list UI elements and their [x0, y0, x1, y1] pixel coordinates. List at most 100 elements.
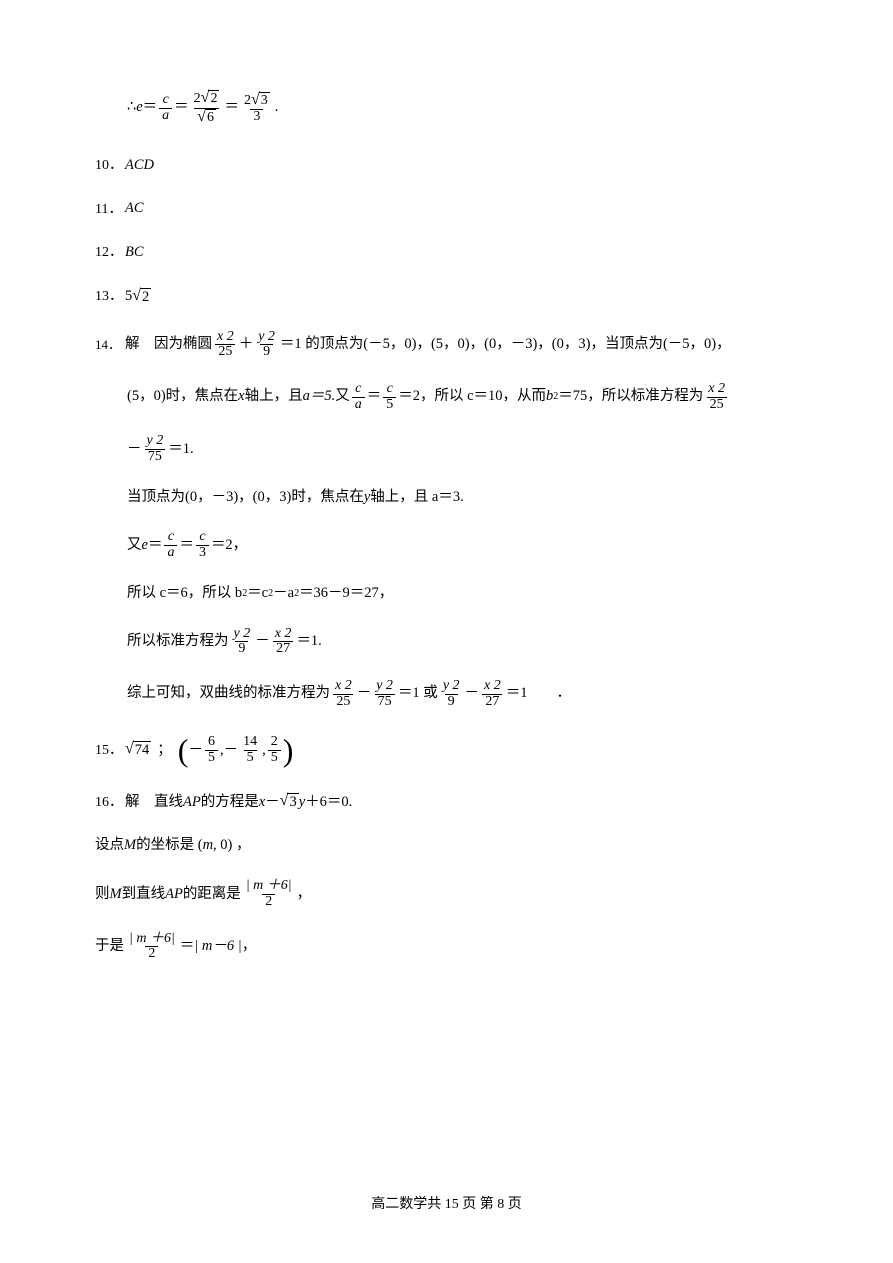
M: M	[110, 884, 122, 906]
sep: ；	[157, 740, 172, 762]
text: 设点	[95, 835, 124, 857]
frac-y2-9-c: y 2 9	[440, 679, 463, 709]
eq: ＝	[224, 97, 239, 119]
frac-x2-25-b: x 2 25	[705, 382, 728, 412]
frac-c-5: c 5	[383, 382, 396, 412]
frac-14-5: 14 5	[240, 735, 260, 765]
qnum-11: 11．	[95, 199, 125, 220]
text: 解 直线	[125, 792, 183, 814]
item-16-line4: 于是 | m ＋6| 2 ＝ | m－6 | ，	[95, 932, 798, 962]
text: ＝1 的顶点为(－5，0)，(5，0)，(0，－3)，(0，3)，当顶点为(－5…	[280, 334, 731, 356]
item-11: 11． AC	[95, 198, 798, 220]
minus: －	[465, 683, 480, 705]
right-paren-icon: )	[283, 738, 294, 764]
text: ＋6＝0.	[305, 792, 352, 814]
period: .	[275, 97, 279, 119]
text: 当顶点为(0，－3)，(0，3)时，焦点在	[127, 487, 364, 509]
text: ＝2，	[211, 535, 247, 557]
comma: ，	[297, 884, 312, 906]
five: 5	[125, 286, 132, 308]
item-14-line5: 又 e ＝ c a ＝ c 3 ＝2，	[95, 530, 798, 560]
item-10: 10． ACD	[95, 155, 798, 177]
item-9-line: ∴ e ＝ c a ＝ 2√2 √6 ＝ 2√3 3 .	[95, 90, 798, 127]
sqrt3-icon: √3	[280, 793, 299, 811]
frac-x2-27-b: x 2 27	[481, 679, 504, 709]
M: M	[124, 835, 136, 857]
qnum-13: 13．	[95, 286, 125, 307]
text: 所以 c＝6，所以 b	[127, 583, 242, 605]
eq: ＝	[367, 386, 382, 408]
frac-c-a: c a	[159, 93, 172, 123]
eq1: ＝1.	[168, 439, 193, 461]
qnum-16: 16．	[95, 792, 125, 813]
page-footer: 高二数学共 15 页 第 8 页	[0, 1193, 893, 1213]
frac-y2-75-b: y 2 75	[373, 679, 396, 709]
minus: －	[265, 792, 280, 814]
text: 的方程是	[201, 792, 259, 814]
text: 又	[127, 535, 142, 557]
m: m	[203, 835, 213, 857]
qnum-10: 10．	[95, 155, 125, 176]
frac-6-5: 6 5	[205, 735, 218, 765]
text: ＝2，所以 c＝10，从而	[398, 386, 546, 408]
eq1: ＝1.	[296, 631, 321, 653]
item-15: 15． √74 ； ( － 6 5 , － 14 5 , 2 5 )	[95, 735, 798, 765]
text: 解 因为椭圆	[125, 334, 212, 356]
frac-x2-25: x 2 25	[214, 330, 237, 360]
text: 轴上，且 a＝3.	[370, 487, 463, 509]
text: 则	[95, 884, 110, 906]
or: ＝1 或	[398, 683, 438, 705]
text: 轴上，且	[245, 386, 303, 408]
frac-2-5: 2 5	[268, 735, 281, 765]
text: 的距离是	[183, 884, 241, 906]
page: ∴ e ＝ c a ＝ 2√2 √6 ＝ 2√3 3 . 10． ACD	[0, 0, 893, 1263]
item-14-line6: 所以 c＝6，所以 b2 ＝c2 －a2 ＝36－9＝27，	[95, 583, 798, 605]
text: 又	[335, 386, 350, 408]
frac-2sqrt2-sqrt6: 2√2 √6	[191, 90, 223, 127]
frac-abs-m6-2: | m ＋6| 2	[243, 879, 295, 909]
plus: ＋	[239, 334, 254, 356]
item-14-line7: 所以标准方程为 y 2 9 － x 2 27 ＝1.	[95, 627, 798, 657]
minus: －	[357, 683, 372, 705]
item-12: 12． BC	[95, 242, 798, 264]
frac-2sqrt3-3: 2√3 3	[241, 92, 273, 125]
frac-y2-9-b: y 2 9	[231, 627, 254, 657]
eq1: ＝1 ．	[506, 683, 571, 705]
qnum-15: 15．	[95, 740, 125, 761]
frac-c-3: c 3	[196, 530, 209, 560]
ans-11: AC	[125, 198, 144, 220]
text: 于是	[95, 936, 124, 958]
neg: －	[188, 740, 203, 762]
item-16-line2: 设点 M 的坐标是 ( m , 0) ，	[95, 835, 798, 857]
item-14-line4: 当顶点为(0，－3)，(0，3)时，焦点在 y 轴上，且 a＝3.	[95, 487, 798, 509]
qnum-14: 14．	[95, 335, 125, 355]
text: ＝75，所以标准方程为	[558, 386, 703, 408]
sqrt2-icon: √2	[132, 288, 151, 306]
footer-text: 高二数学共 15 页 第 8 页	[371, 1197, 522, 1212]
text: , 0) ，	[213, 835, 250, 857]
text: ，	[242, 936, 257, 958]
ans-12: BC	[125, 242, 144, 264]
eq: ＝	[179, 535, 194, 557]
eq: ＝	[143, 97, 158, 119]
minus: －	[255, 631, 270, 653]
coord-tuple: ( － 6 5 , － 14 5 , 2 5 )	[178, 735, 294, 765]
item-14-line1: 14． 解 因为椭圆 x 2 25 ＋ y 2 9 ＝1 的顶点为(－5，0)，…	[95, 330, 798, 360]
text: ＝c	[247, 583, 268, 605]
frac-c-a-2: c a	[164, 530, 177, 560]
ans-10: ACD	[125, 155, 154, 177]
item-16-line1: 16． 解 直线 AP 的方程是 x － √3 y ＋6＝0.	[95, 792, 798, 814]
qnum-12: 12．	[95, 242, 125, 263]
frac-abs-m6-2-b: | m ＋6| 2	[126, 932, 178, 962]
neg: －	[224, 740, 239, 762]
text: 到直线	[122, 884, 166, 906]
AP: AP	[183, 792, 201, 814]
item-13: 13． 5√2	[95, 286, 798, 308]
comma: ,	[262, 740, 266, 762]
abs-m-minus6: | m－6 |	[194, 936, 241, 958]
frac-c-a: c a	[352, 382, 365, 412]
AP: AP	[165, 884, 183, 906]
frac-y2-9: y 2 9	[255, 330, 278, 360]
text: a＝5.	[303, 386, 336, 408]
frac-x2-25-c: x 2 25	[332, 679, 355, 709]
